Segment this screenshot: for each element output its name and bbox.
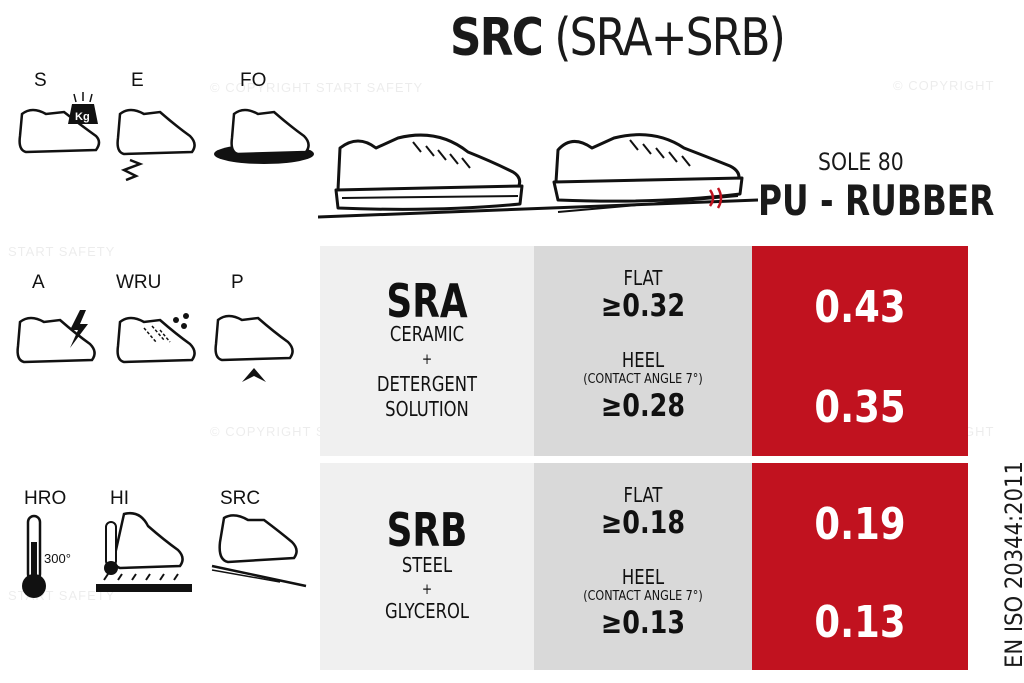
flat-label: FLAT bbox=[623, 483, 663, 507]
test-condition-line: SOLUTION bbox=[385, 397, 469, 421]
test-name: SRA bbox=[386, 274, 468, 328]
heel-result: 0.35 bbox=[814, 382, 906, 433]
heel-result: 0.13 bbox=[814, 597, 906, 648]
icon-code-label: P bbox=[231, 272, 244, 293]
shoe-water-resistant-icon bbox=[116, 313, 196, 364]
test-condition-line: CERAMIC bbox=[389, 322, 465, 346]
shoe-heat-insulation-icon bbox=[96, 512, 192, 592]
flat-label: FLAT bbox=[623, 266, 663, 290]
test-condition-line: STEEL bbox=[401, 553, 453, 577]
flat-threshold: ≥0.32 bbox=[600, 288, 686, 324]
test-condition-line: DETERGENT bbox=[376, 372, 478, 396]
icon-code-label: FO bbox=[240, 70, 267, 91]
test-name-cell: SRB STEEL + GLYCEROL bbox=[320, 463, 534, 670]
watermark: START SAFETY bbox=[8, 244, 116, 259]
test-condition-line: GLYCEROL bbox=[384, 599, 470, 623]
test-condition-line: + bbox=[421, 350, 433, 368]
icon-code-label: S bbox=[34, 70, 47, 91]
icon-code-label: SRC bbox=[220, 488, 261, 509]
result-cell: 0.19 0.13 bbox=[752, 463, 968, 670]
title-sub: (SRA+SRB) bbox=[554, 8, 785, 68]
shoe-antistatic-icon bbox=[16, 310, 96, 364]
shoe-weight-icon: Kg bbox=[18, 92, 101, 154]
requirement-cell: FLAT ≥0.32 HEEL (CONTACT ANGLE 7°) ≥0.28 bbox=[534, 246, 752, 456]
requirement-cell: FLAT ≥0.18 HEEL (CONTACT ANGLE 7°) ≥0.13 bbox=[534, 463, 752, 670]
heel-threshold: ≥0.28 bbox=[600, 388, 686, 424]
heel-label: HEEL bbox=[621, 565, 665, 589]
title-main: SRC bbox=[450, 8, 544, 68]
heel-note: (CONTACT ANGLE 7°) bbox=[583, 372, 703, 387]
sole-type-label: SOLE 80 bbox=[818, 148, 904, 176]
icon-code-label: WRU bbox=[116, 272, 162, 293]
thermometer-note: 300° bbox=[44, 551, 71, 566]
standard-label: EN ISO 20344:2011 bbox=[1000, 461, 1024, 668]
icon-code-label: A bbox=[32, 272, 45, 293]
shoe-slip-ramp-icon bbox=[211, 514, 307, 588]
result-cell: 0.43 0.35 bbox=[752, 246, 968, 456]
svg-text:Kg: Kg bbox=[75, 111, 90, 123]
icon-code-label: E bbox=[131, 70, 144, 91]
shoe-fuel-oil-icon bbox=[214, 108, 314, 164]
flat-threshold: ≥0.18 bbox=[600, 505, 686, 541]
shoe-penetration-icon bbox=[214, 314, 294, 382]
test-name-cell: SRA CERAMIC + DETERGENT SOLUTION bbox=[320, 246, 534, 456]
sole-material-label: PU - RUBBER bbox=[758, 176, 995, 225]
test-condition-line: + bbox=[421, 580, 433, 598]
icon-code-label: HRO bbox=[24, 488, 67, 509]
heel-threshold: ≥0.13 bbox=[600, 605, 686, 641]
flat-result: 0.43 bbox=[814, 282, 906, 333]
flat-result: 0.19 bbox=[814, 499, 906, 550]
thermometer-icon bbox=[22, 514, 46, 598]
shoe-slip-illustration bbox=[318, 133, 758, 219]
heel-note: (CONTACT ANGLE 7°) bbox=[583, 589, 703, 604]
page-title: SRC (SRA+SRB) bbox=[450, 8, 786, 68]
heel-label: HEEL bbox=[621, 348, 665, 372]
watermark: © COPYRIGHT bbox=[893, 78, 995, 93]
shoe-energy-absorption-icon bbox=[116, 108, 196, 182]
test-name: SRB bbox=[386, 503, 468, 557]
icon-code-label: HI bbox=[110, 488, 129, 509]
watermark: © COPYRIGHT START SAFETY bbox=[210, 80, 424, 95]
